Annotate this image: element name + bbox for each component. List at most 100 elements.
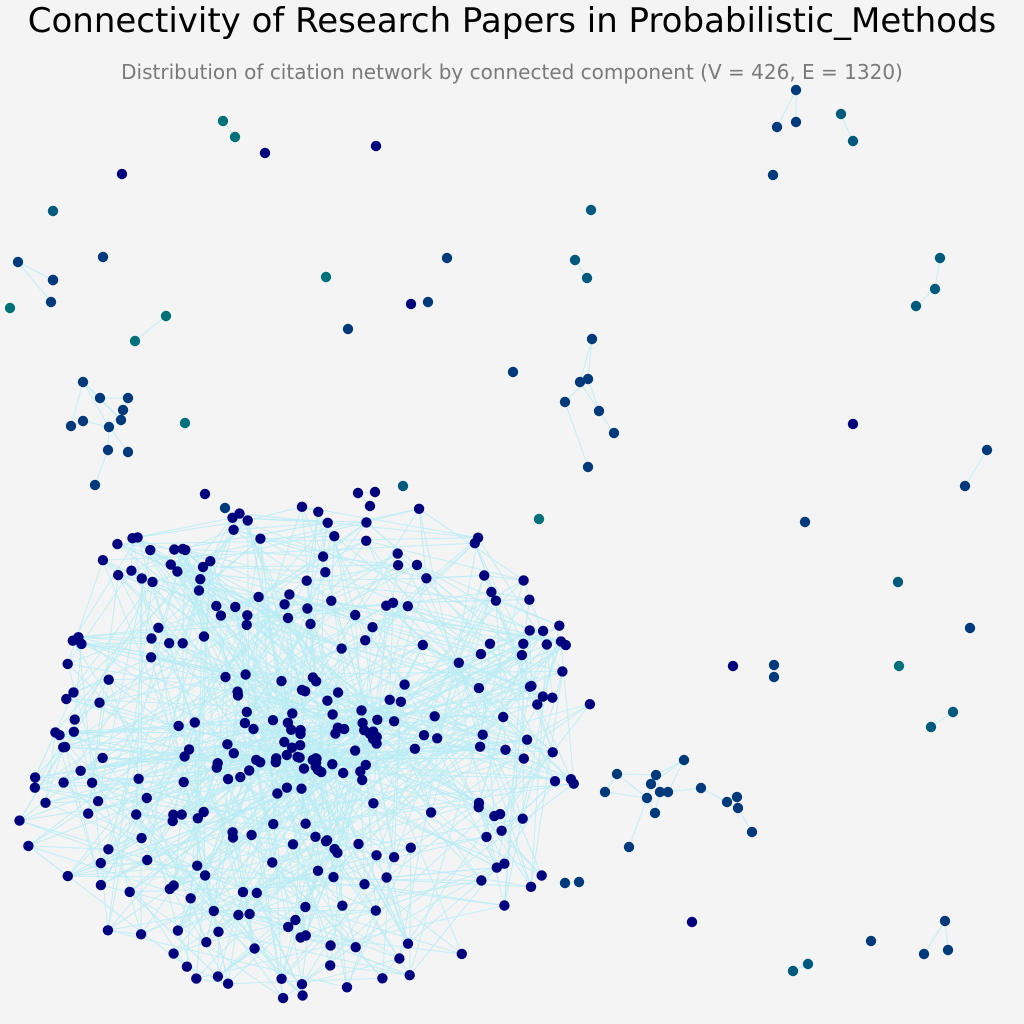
graph-node bbox=[554, 620, 565, 631]
graph-node bbox=[146, 633, 157, 644]
graph-node bbox=[499, 858, 510, 869]
graph-node bbox=[332, 687, 344, 698]
graph-node bbox=[279, 599, 290, 610]
graph-node bbox=[54, 729, 65, 741]
graph-node bbox=[77, 376, 89, 388]
graph-node bbox=[301, 575, 312, 586]
graph-edge bbox=[260, 535, 335, 540]
graph-edge bbox=[317, 600, 497, 872]
graph-node bbox=[929, 283, 941, 295]
graph-node bbox=[350, 609, 361, 621]
graph-edge bbox=[232, 517, 562, 642]
graph-edge bbox=[107, 849, 188, 967]
graph-edge bbox=[587, 338, 593, 380]
graph-node bbox=[208, 905, 219, 917]
graph-node bbox=[230, 601, 241, 613]
graph-node bbox=[296, 979, 308, 990]
graph-node bbox=[371, 850, 382, 861]
graph-node bbox=[942, 944, 954, 956]
graph-node bbox=[893, 660, 905, 672]
graph-edge bbox=[17, 261, 54, 281]
graph-node bbox=[409, 743, 421, 754]
graph-edge bbox=[28, 845, 69, 877]
graph-edge bbox=[67, 737, 438, 877]
graph-edge bbox=[434, 715, 553, 753]
graph-edge bbox=[478, 716, 504, 808]
graph-node bbox=[113, 569, 124, 581]
graph-node bbox=[402, 601, 413, 612]
graph-edge bbox=[272, 861, 343, 907]
graph-edge bbox=[315, 685, 532, 838]
graph-node bbox=[181, 961, 193, 972]
graph-node bbox=[388, 716, 400, 727]
graph-node bbox=[360, 759, 371, 771]
graph-edge bbox=[436, 575, 485, 739]
graph-node bbox=[268, 818, 279, 830]
graph-edge bbox=[478, 643, 524, 689]
graph-edge bbox=[245, 670, 563, 675]
graph-node bbox=[242, 515, 253, 526]
graph-node bbox=[89, 479, 101, 491]
graph-edge bbox=[365, 540, 501, 815]
graph-node bbox=[732, 802, 744, 814]
graph-edge bbox=[377, 685, 532, 721]
graph-edge bbox=[526, 703, 591, 741]
graph-edge bbox=[213, 741, 285, 912]
graph-edge bbox=[776, 89, 797, 128]
graph-node bbox=[329, 531, 340, 542]
graph-node bbox=[29, 772, 41, 783]
graph-edge bbox=[107, 797, 148, 850]
graph-edge bbox=[392, 602, 554, 753]
graph-node bbox=[97, 752, 108, 764]
graph-node bbox=[641, 792, 653, 804]
graph-edge bbox=[458, 662, 556, 782]
graph-node bbox=[248, 723, 259, 735]
graph-edge bbox=[131, 570, 317, 682]
graph-node bbox=[559, 877, 571, 889]
graph-edge bbox=[108, 676, 226, 681]
graph-node bbox=[650, 769, 662, 781]
graph-node bbox=[557, 666, 568, 677]
graph-edge bbox=[45, 732, 56, 803]
graph-node bbox=[95, 879, 107, 891]
graph-edge bbox=[239, 513, 367, 766]
graph-node bbox=[381, 600, 392, 611]
graph-edge bbox=[923, 920, 946, 955]
graph-node bbox=[695, 782, 707, 794]
graph-node bbox=[582, 373, 594, 385]
graph-edge bbox=[81, 643, 361, 772]
graph-node bbox=[939, 915, 951, 927]
graph-node bbox=[241, 619, 252, 631]
graph-edge bbox=[284, 604, 314, 761]
graph-edge bbox=[131, 508, 420, 572]
graph-edge bbox=[501, 780, 556, 832]
graph-node bbox=[321, 835, 333, 846]
graph-edge bbox=[245, 674, 339, 729]
graph-edge bbox=[245, 674, 282, 682]
graph-node bbox=[40, 797, 51, 808]
graph-node bbox=[116, 168, 128, 180]
graph-node bbox=[251, 887, 262, 899]
graph-node bbox=[237, 886, 249, 898]
graph-node bbox=[372, 714, 383, 725]
graph-edge bbox=[392, 602, 562, 642]
graph-edge bbox=[183, 781, 199, 819]
graph-node bbox=[169, 544, 180, 555]
graph-node bbox=[222, 978, 234, 989]
graph-node bbox=[103, 421, 115, 433]
graph-edge bbox=[28, 564, 399, 847]
graph-edge bbox=[414, 746, 481, 750]
graph-node bbox=[296, 783, 307, 794]
graph-edge bbox=[74, 549, 186, 720]
graph-node bbox=[320, 271, 332, 283]
graph-edge bbox=[373, 802, 498, 869]
graph-edge bbox=[489, 643, 556, 782]
graph-edge bbox=[108, 679, 463, 955]
graph-edge bbox=[628, 797, 648, 848]
graph-node bbox=[429, 711, 440, 722]
graph-edge bbox=[184, 606, 236, 757]
graph-edge bbox=[100, 548, 184, 886]
graph-node bbox=[678, 754, 690, 766]
graph-node bbox=[211, 762, 222, 773]
graph-node bbox=[910, 300, 922, 312]
